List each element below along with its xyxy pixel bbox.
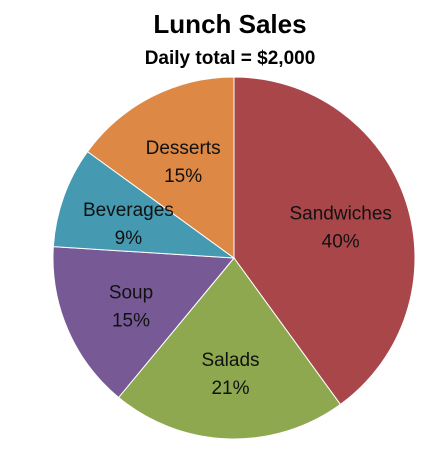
slice-value-label: 21%: [211, 378, 249, 399]
slice-value-label: 15%: [112, 311, 150, 332]
slice-category-label: Soup: [109, 283, 153, 304]
slice-label-salads: Salads 21%: [201, 350, 259, 399]
slice-desserts: [86, 76, 235, 259]
slice-value-label: 9%: [115, 228, 143, 249]
slice-beverages: [52, 150, 236, 259]
slice-label-desserts: Desserts 15%: [146, 138, 221, 187]
slice-soup: [52, 246, 236, 399]
pie-labels: Sandwiches 40% Salads 21% Soup 15% Beverages 9%…: [83, 138, 392, 399]
chart-subtitle: Daily total = $2,000: [145, 48, 316, 69]
slice-category-label: Beverages: [83, 200, 174, 221]
slice-salads: [117, 257, 342, 440]
slice-label-soup: Soup 15%: [109, 283, 153, 332]
slice-value-label: 40%: [322, 231, 360, 252]
slice-sandwiches: [233, 76, 416, 406]
slice-category-label: Desserts: [146, 138, 221, 159]
slice-category-label: Salads: [201, 350, 259, 371]
slice-category-label: Sandwiches: [289, 203, 391, 224]
pie-slices: [52, 76, 416, 440]
slice-value-label: 15%: [164, 166, 202, 187]
chart-title: Lunch Sales: [153, 9, 306, 39]
slice-label-beverages: Beverages 9%: [83, 200, 174, 249]
slice-label-sandwiches: Sandwiches 40%: [289, 203, 391, 252]
